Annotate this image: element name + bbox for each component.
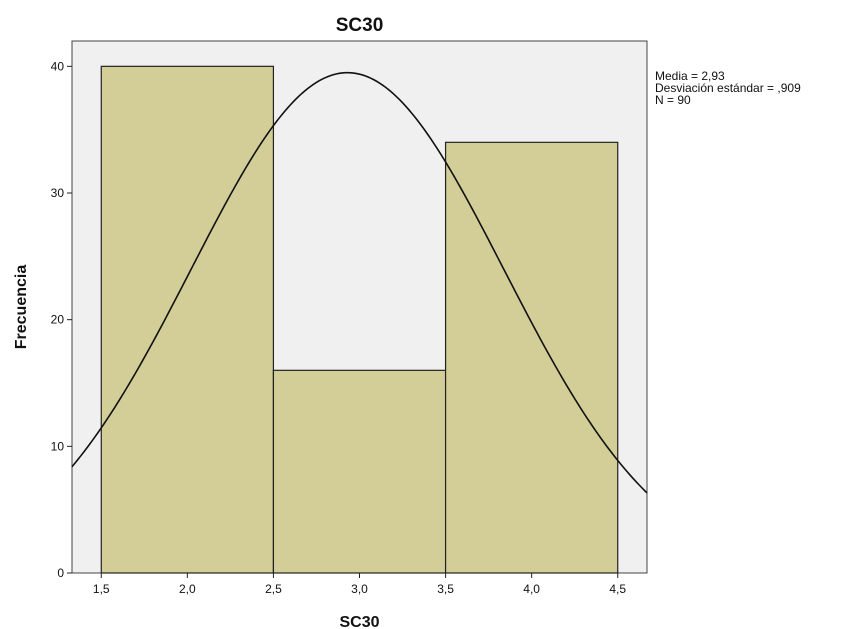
y-tick-label: 0 (57, 566, 64, 580)
stats-line: Media = 2,93 (655, 69, 725, 83)
y-tick-label: 40 (51, 59, 65, 73)
x-tick-label: 2,0 (179, 582, 196, 596)
histogram-bar (272, 369, 447, 574)
y-axis-label: Frecuencia (13, 265, 30, 350)
x-tick-label: 3,0 (351, 582, 368, 596)
x-tick-label: 3,5 (437, 582, 454, 596)
x-tick-label: 2,5 (265, 582, 282, 596)
x-axis-label: SC30 (339, 614, 379, 629)
y-tick-label: 20 (51, 313, 65, 327)
axes-group: 0 10 20 30 40 1,5 2,0 2,5 3,0 3,5 4,0 4,5 (51, 59, 627, 596)
x-tick-label: 1,5 (93, 582, 110, 596)
chart-title: SC30 (336, 15, 384, 36)
x-tick-label: 4,5 (609, 582, 626, 596)
stats-line: N = 90 (655, 93, 691, 107)
y-tick-label: 30 (51, 186, 65, 200)
histogram-bar (100, 65, 275, 574)
stats-line: Desviación estándar = ,909 (655, 81, 801, 95)
x-tick-label: 4,0 (523, 582, 540, 596)
y-tick-label: 10 (51, 439, 65, 453)
normal-curve (71, 71, 648, 494)
